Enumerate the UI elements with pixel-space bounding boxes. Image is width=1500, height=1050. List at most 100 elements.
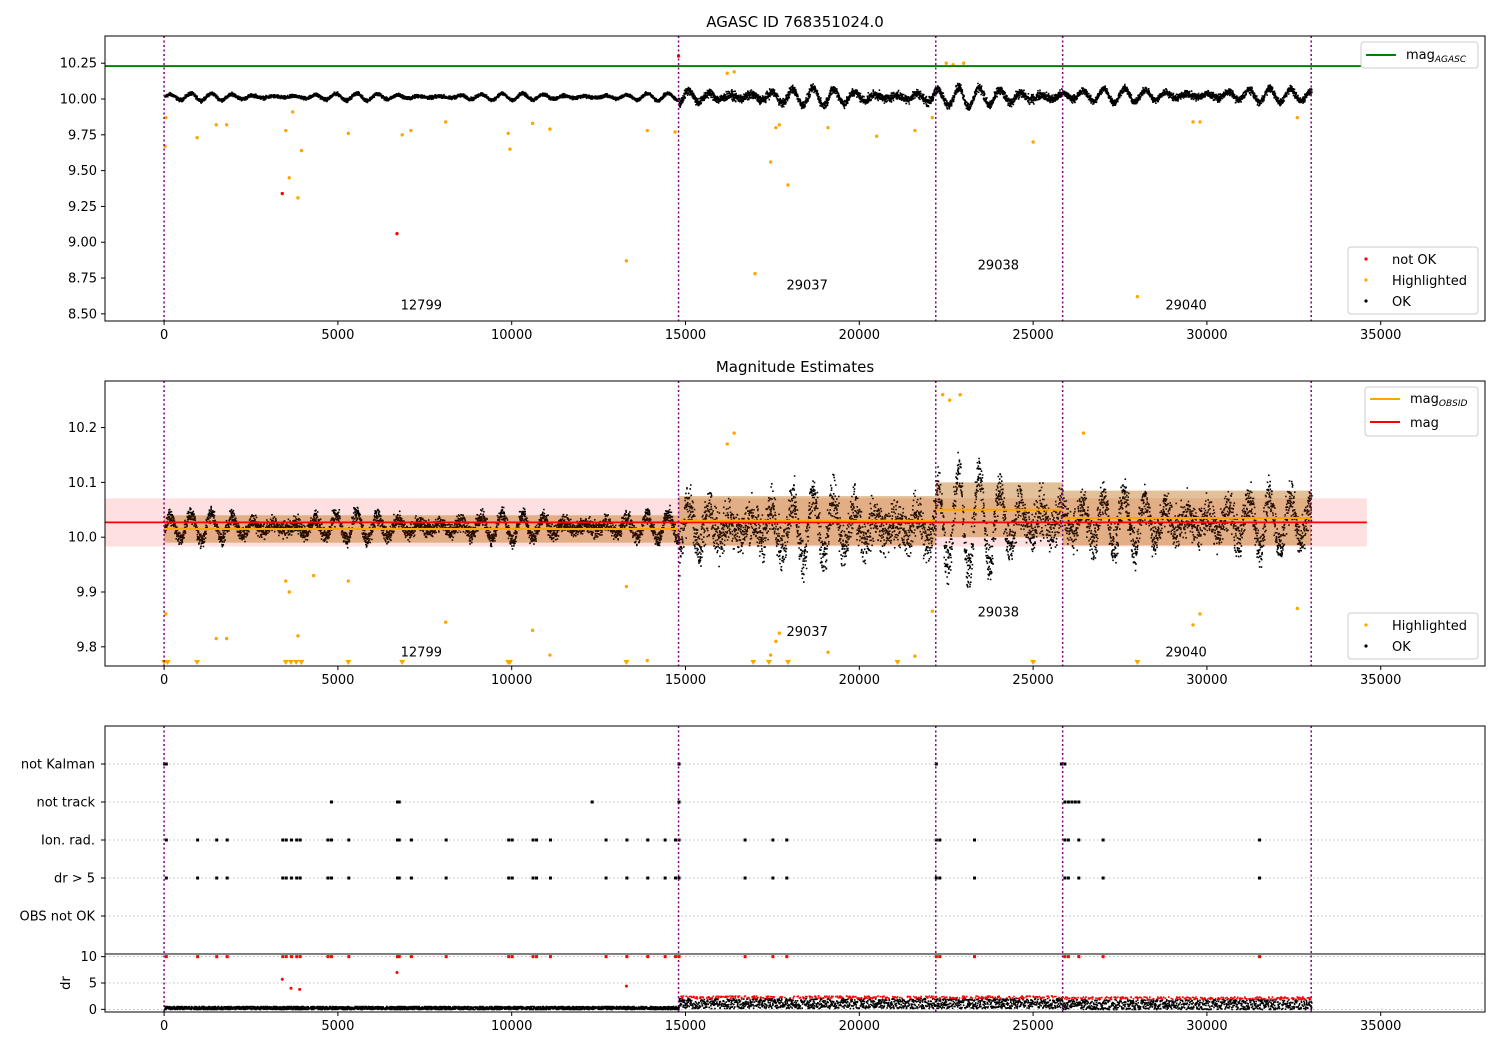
flag-marker	[743, 876, 747, 880]
flags-frame	[104, 725, 1486, 1013]
panel1-frame	[104, 35, 1486, 322]
flag-marker	[289, 876, 293, 880]
flag-row-label: not Kalman	[21, 758, 95, 773]
flag-marker	[281, 876, 285, 880]
highlighted-point	[1031, 140, 1035, 144]
flag-marker	[938, 876, 942, 880]
flag-marker	[164, 876, 168, 880]
dr-y-tick-label: 5	[89, 977, 97, 992]
flag-marker	[785, 838, 789, 842]
flag-marker	[973, 838, 977, 842]
highlighted-point	[284, 579, 288, 583]
highlighted-point	[443, 120, 448, 124]
highlighted-point	[913, 128, 917, 133]
x-tick-label: 35000	[1360, 673, 1401, 688]
panel1-axes: 0 5000 10000 15000 20000 25000 30000 35000 8.50 8…	[60, 57, 1402, 343]
x-tick-label: 0	[160, 328, 168, 343]
y-tick-label: 9.9	[76, 586, 97, 601]
highlighted-offscale-marker	[765, 660, 772, 665]
highlighted-point	[530, 121, 535, 126]
x-tick-label: 25000	[1012, 1019, 1053, 1034]
flag-marker	[1063, 876, 1067, 880]
flag-marker	[1077, 838, 1081, 842]
x-tick-label: 35000	[1360, 1019, 1401, 1034]
flag-marker	[548, 838, 552, 842]
highlighted-point	[941, 393, 945, 397]
highlighted-point	[768, 653, 773, 657]
x-tick-label: 10000	[491, 1019, 532, 1034]
flag-marker	[289, 838, 293, 842]
highlighted-point	[725, 442, 729, 446]
flag-marker	[225, 838, 229, 842]
dr-marks	[164, 955, 1313, 1011]
flag-marker	[329, 838, 333, 842]
x-tick-label: 0	[160, 1019, 168, 1034]
dr-max-marker	[535, 955, 539, 959]
highlighted-offscale-marker	[1030, 660, 1037, 665]
panel1-legend-line-box	[1360, 41, 1479, 69]
dr-max-marker	[604, 955, 608, 959]
highlighted-point	[645, 128, 649, 133]
not-ok-point	[395, 231, 399, 236]
dr-y-tick-label: 10	[80, 950, 97, 965]
y-tick-label: 10.00	[60, 93, 97, 108]
flag-marker	[663, 838, 667, 842]
flag-marker	[329, 876, 333, 880]
y-tick-label: 10.0	[68, 531, 97, 546]
flag-row-label: OBS not OK	[20, 910, 96, 925]
flag-row-label: not track	[36, 796, 95, 811]
flag-marker	[1101, 838, 1105, 842]
highlighted-point	[311, 573, 316, 578]
flag-marker	[674, 876, 678, 880]
flags-grid	[105, 763, 1485, 1010]
flag-marker	[196, 876, 200, 880]
panel1-title: AGASC ID 768351024.0	[706, 13, 884, 31]
highlighted-offscale-marker	[894, 660, 901, 665]
not-ok-legend-marker	[1364, 257, 1368, 261]
highlighted-offscale-marker	[785, 660, 792, 665]
flag-marker	[507, 838, 511, 842]
highlighted-point	[214, 636, 218, 641]
dr-max-marker	[1077, 955, 1081, 959]
obsid-label: 29038	[978, 606, 1019, 621]
flag-marker	[326, 876, 330, 880]
dr-max-marker	[409, 955, 413, 959]
highlighted-offscale-marker	[1134, 660, 1141, 665]
y-tick-label: 10.25	[60, 57, 97, 72]
flag-marker	[1063, 838, 1067, 842]
y-tick-label: 10.1	[68, 476, 97, 491]
dr-max-marker	[196, 955, 200, 959]
flag-marker	[397, 838, 401, 842]
highlighted-point	[624, 584, 629, 589]
dr-max-marker	[444, 955, 448, 959]
highlighted-point	[774, 125, 778, 130]
flag-marker	[215, 876, 219, 880]
flag-marker	[771, 838, 775, 842]
highlighted-point	[296, 634, 300, 638]
x-tick-label: 30000	[1186, 673, 1227, 688]
highlighted-point	[548, 127, 552, 131]
obsid-label: 29037	[786, 625, 827, 640]
dr-max-marker	[326, 955, 330, 959]
dr-max-marker	[625, 955, 629, 959]
highlighted-point	[826, 650, 830, 654]
dr-outlier	[289, 986, 293, 990]
highlighted-offscale-marker	[345, 660, 352, 665]
flag-marker	[531, 838, 535, 842]
highlighted-point	[753, 272, 757, 276]
dr-max-marker	[284, 955, 288, 959]
highlighted-point	[287, 590, 291, 594]
dr-max-marker	[397, 955, 401, 959]
panel1-ok-points	[164, 82, 1313, 111]
flag-marker	[1070, 800, 1074, 804]
dr-max-marker	[289, 955, 293, 959]
highlighted-point	[774, 639, 778, 644]
highlighted-point	[944, 61, 948, 65]
flag-marker	[590, 800, 594, 804]
flag-marker	[395, 838, 399, 842]
flag-row-label: dr > 5	[54, 872, 95, 887]
flag-marker	[395, 800, 399, 804]
panel2-legend-points: Highlighted OK	[1347, 612, 1479, 660]
highlighted-point	[164, 115, 168, 120]
